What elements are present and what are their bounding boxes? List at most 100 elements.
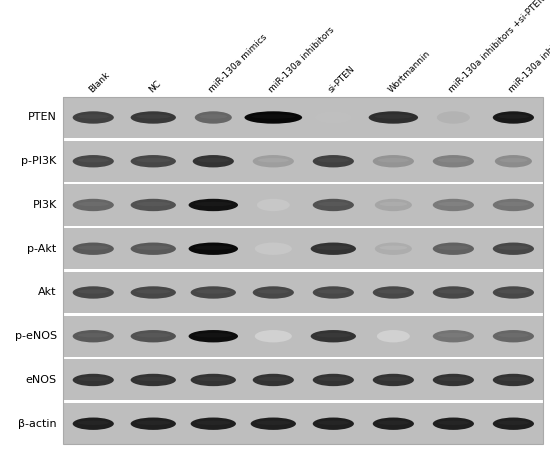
Ellipse shape [379,246,407,250]
Ellipse shape [130,111,176,124]
Ellipse shape [130,243,176,255]
Ellipse shape [251,418,296,430]
Text: si-PTEN: si-PTEN [327,64,357,95]
Bar [63,184,543,226]
Ellipse shape [78,115,109,119]
Ellipse shape [73,374,114,386]
Ellipse shape [498,333,529,337]
Bar [63,272,543,313]
Bar [63,97,543,138]
Ellipse shape [189,199,238,211]
Ellipse shape [198,158,229,162]
Ellipse shape [136,377,170,381]
Ellipse shape [313,374,354,386]
Bar [63,226,543,228]
Ellipse shape [318,290,349,294]
Ellipse shape [433,418,474,430]
Ellipse shape [78,377,109,381]
Ellipse shape [136,115,170,119]
Text: eNOS: eNOS [25,375,57,385]
Ellipse shape [438,421,469,425]
Text: Akt: Akt [38,287,57,298]
Ellipse shape [252,155,294,167]
Ellipse shape [258,158,289,162]
Ellipse shape [498,377,529,381]
Ellipse shape [316,333,350,337]
Bar [63,182,543,184]
Ellipse shape [378,290,409,294]
Ellipse shape [252,374,294,386]
Ellipse shape [195,202,232,206]
Ellipse shape [311,330,356,342]
Ellipse shape [73,243,114,255]
Ellipse shape [378,377,409,381]
Ellipse shape [373,374,414,386]
Bar [63,313,543,316]
Ellipse shape [311,243,356,255]
Ellipse shape [493,330,534,342]
Ellipse shape [313,418,354,430]
Ellipse shape [437,111,470,124]
Ellipse shape [73,418,114,430]
Ellipse shape [257,199,290,211]
Ellipse shape [255,243,292,255]
Ellipse shape [136,246,170,250]
Ellipse shape [438,290,469,294]
Ellipse shape [78,202,109,206]
Ellipse shape [438,158,469,162]
Ellipse shape [195,333,232,337]
Ellipse shape [499,158,527,162]
Ellipse shape [255,330,292,342]
Ellipse shape [368,111,418,124]
Text: p-eNOS: p-eNOS [14,331,57,341]
Ellipse shape [191,418,236,430]
Ellipse shape [498,115,529,119]
Ellipse shape [373,286,414,299]
Ellipse shape [258,377,289,381]
Ellipse shape [438,377,469,381]
Text: NC: NC [147,79,162,95]
Ellipse shape [73,155,114,167]
Text: p-PI3K: p-PI3K [21,156,57,166]
Ellipse shape [73,111,114,124]
Text: β-actin: β-actin [18,419,57,429]
Ellipse shape [433,155,474,167]
Text: PI3K: PI3K [32,200,57,210]
Ellipse shape [498,246,529,250]
Ellipse shape [136,421,170,425]
Ellipse shape [130,330,176,342]
Ellipse shape [375,115,412,119]
Ellipse shape [373,155,414,167]
Ellipse shape [378,421,409,425]
Bar [63,400,543,403]
Ellipse shape [373,418,414,430]
Ellipse shape [377,330,410,342]
Ellipse shape [73,199,114,211]
Ellipse shape [498,421,529,425]
Ellipse shape [191,374,236,386]
Text: miR-130a inhibitors +Wortmannin: miR-130a inhibitors +Wortmannin [507,0,550,95]
Text: PTEN: PTEN [28,112,57,123]
Ellipse shape [438,333,469,337]
Ellipse shape [78,158,109,162]
Ellipse shape [245,111,302,124]
Ellipse shape [498,202,529,206]
Ellipse shape [136,290,170,294]
Ellipse shape [78,290,109,294]
Ellipse shape [498,290,529,294]
Ellipse shape [493,243,534,255]
Ellipse shape [438,246,469,250]
Ellipse shape [379,202,407,206]
Bar [63,359,543,400]
Ellipse shape [433,286,474,299]
Ellipse shape [196,377,230,381]
Ellipse shape [189,243,238,255]
Ellipse shape [78,246,109,250]
Ellipse shape [258,290,289,294]
Text: miR-130a inhibitors: miR-130a inhibitors [267,26,336,95]
Ellipse shape [136,333,170,337]
Ellipse shape [313,155,354,167]
Text: Blank: Blank [87,70,111,95]
Ellipse shape [313,286,354,299]
Ellipse shape [493,418,534,430]
